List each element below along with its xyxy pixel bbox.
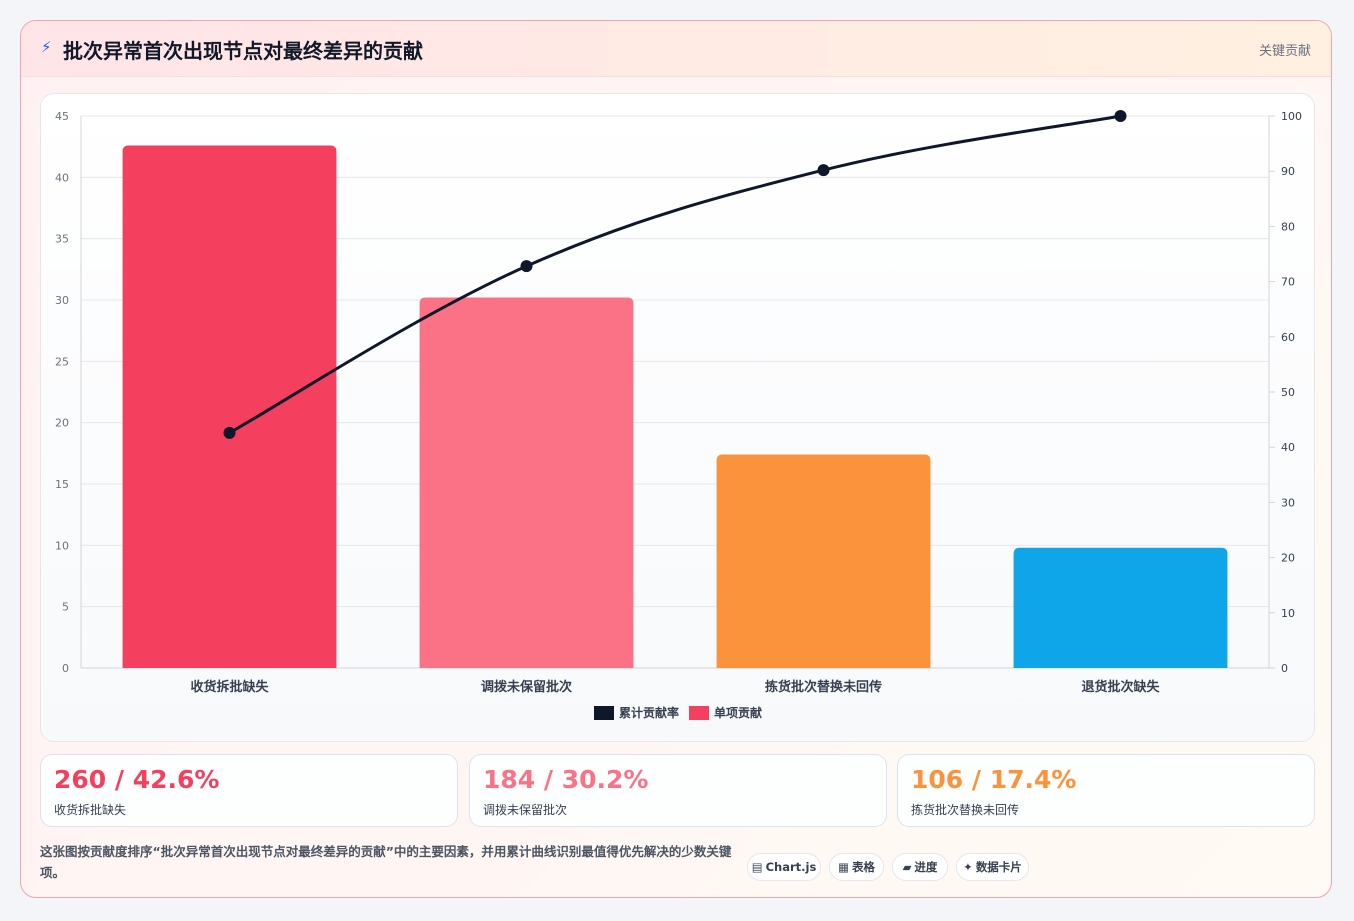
y-left-tick-label: 35 xyxy=(55,233,69,246)
cumulative-point xyxy=(817,164,830,177)
y-left-tick-label: 10 xyxy=(55,539,69,552)
bar xyxy=(1013,547,1228,668)
y-left-tick-label: 0 xyxy=(62,662,69,675)
chip-label: 表格 xyxy=(851,860,875,874)
y-right-tick-label: 30 xyxy=(1281,496,1295,509)
chip-label: Chart.js xyxy=(765,860,817,874)
y-left-tick-label: 25 xyxy=(55,355,69,368)
y-right-tick-label: 0 xyxy=(1281,662,1288,675)
table-icon: ▦ xyxy=(838,860,849,874)
y-right-tick-label: 60 xyxy=(1281,331,1295,344)
chart-card: ⚡ 批次异常首次出现节点对最终差异的贡献 关键贡献 0 5 10 15 20 25 30 35… xyxy=(20,20,1332,898)
x-tick-label: 拣货批次替换未回传 xyxy=(765,679,882,695)
x-tick-label: 调拨未保留批次 xyxy=(481,679,572,695)
y-right-tick-label: 100 xyxy=(1281,110,1302,123)
y-right-tick-label: 50 xyxy=(1281,386,1295,399)
cumulative-line xyxy=(228,114,1121,435)
legend-swatch xyxy=(594,706,614,720)
y-right-tick-label: 70 xyxy=(1281,276,1295,289)
chip-label: 数据卡片 xyxy=(975,860,1022,874)
chip-data-card[interactable]: ✦ 数据卡片 xyxy=(956,853,1029,881)
chip-progress[interactable]: ▰ 进度 xyxy=(892,853,948,881)
legend-swatch xyxy=(689,706,709,720)
y-left-tick-label: 40 xyxy=(55,171,69,184)
stat-label: 拣货批次替换未回传 xyxy=(911,803,1020,817)
legend-label: 单项贡献 xyxy=(714,705,762,720)
chart-svg: 0 5 10 15 20 25 30 35 40 45 0 10 20 30 40 50 60 70 80 90 100… xyxy=(55,110,1302,720)
y-right-tick-label: 90 xyxy=(1281,165,1295,178)
stat-value: 260 / 42.6% xyxy=(54,765,220,794)
stat-value: 184 / 30.2% xyxy=(483,765,649,794)
y-left-tick-label: 5 xyxy=(62,601,69,614)
chip-chartjs[interactable]: ▤ Chart.js xyxy=(747,853,821,881)
stat-card-3: 106 / 17.4% 拣货批次替换未回传 xyxy=(897,754,1315,827)
stat-label: 收货拆批缺失 xyxy=(54,803,127,817)
y-left-tick-label: 20 xyxy=(55,417,69,430)
stat-card-1: 260 / 42.6% 收货拆批缺失 xyxy=(40,754,458,827)
cumulative-point xyxy=(1114,110,1127,122)
cumulative-point xyxy=(223,426,236,439)
bolt-icon: ⚡ xyxy=(41,38,52,56)
y-left-tick-label: 45 xyxy=(55,110,69,123)
chip-table[interactable]: ▦ 表格 xyxy=(829,853,884,881)
bar xyxy=(122,145,337,668)
x-tick-label: 收货拆批缺失 xyxy=(190,679,269,695)
y-right-tick-label: 20 xyxy=(1281,552,1295,565)
card-header: ⚡ 批次异常首次出现节点对最终差异的贡献 关键贡献 xyxy=(21,21,1331,77)
card-title: 批次异常首次出现节点对最终差异的贡献 xyxy=(63,39,423,63)
chip-label: 进度 xyxy=(914,860,938,874)
chart-description: 这张图按贡献度排序“批次异常首次出现节点对最终差异的贡献”中的主要因素，并用累计… xyxy=(40,844,732,880)
y-right-tick-label: 80 xyxy=(1281,220,1295,233)
bar xyxy=(716,454,931,668)
y-right-tick-label: 10 xyxy=(1281,607,1295,620)
bar xyxy=(419,297,634,668)
x-tick-label: 退货批次缺失 xyxy=(1081,679,1160,695)
y-right-tick-label: 40 xyxy=(1281,441,1295,454)
stat-label: 调拨未保留批次 xyxy=(483,803,568,817)
progress-icon: ▰ xyxy=(902,860,912,874)
stat-value: 106 / 17.4% xyxy=(911,765,1077,794)
pareto-chart: 0 5 10 15 20 25 30 35 40 45 0 10 20 30 40 50 60 70 80 90 100… xyxy=(40,93,1315,742)
chart-icon: ▤ xyxy=(751,860,763,874)
legend-label: 累计贡献率 xyxy=(619,705,679,720)
cumulative-point xyxy=(520,260,533,273)
sparkle-icon: ✦ xyxy=(963,860,973,874)
stat-card-2: 184 / 30.2% 调拨未保留批次 xyxy=(469,754,887,827)
y-left-tick-label: 30 xyxy=(55,294,69,307)
header-tag: 关键贡献 xyxy=(1258,44,1311,59)
y-left-tick-label: 15 xyxy=(55,478,69,491)
